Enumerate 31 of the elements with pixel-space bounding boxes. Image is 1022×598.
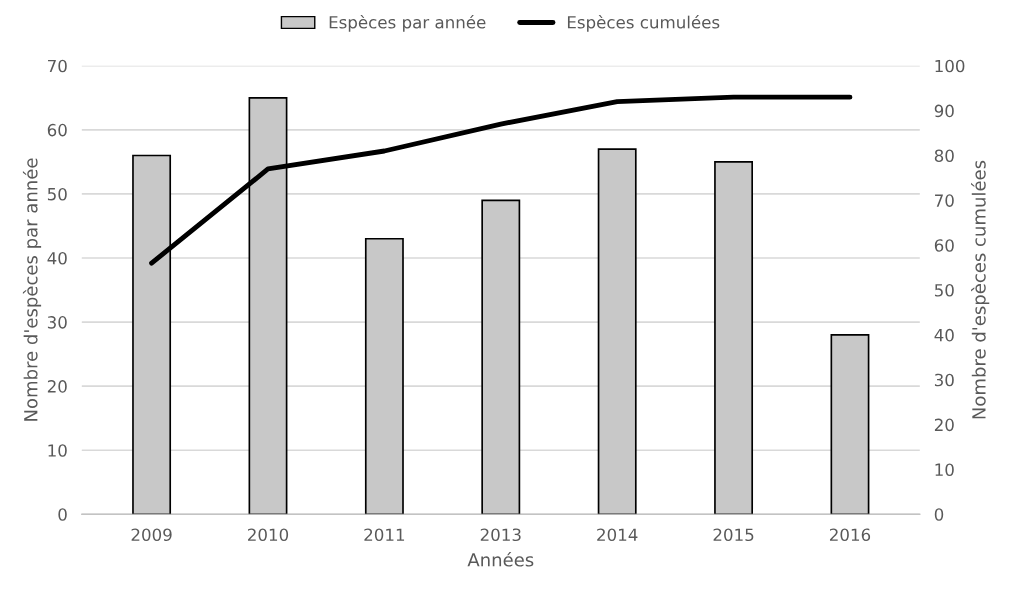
y-tick-label: 50 bbox=[47, 187, 67, 201]
y2-tick-label: 100 bbox=[935, 59, 965, 73]
y-tick-label: 40 bbox=[47, 251, 67, 265]
y2-tick-label: 70 bbox=[935, 194, 954, 207]
y-tick-label: 60 bbox=[47, 123, 67, 137]
y-axis-title: Nombre d'espèces par année bbox=[22, 158, 42, 421]
y2-tick-label: 60 bbox=[934, 239, 954, 252]
y2-tick-label: 30 bbox=[934, 373, 954, 387]
x-tick-label: 2011 bbox=[364, 528, 405, 542]
x-axis-title: Années bbox=[467, 551, 534, 567]
x-tick-label: 2015 bbox=[713, 528, 754, 542]
y-tick-label: 10 bbox=[48, 444, 67, 457]
y2-axis-title: Nombre d'espèces cumulées bbox=[971, 160, 990, 419]
y-tick-label: 0 bbox=[58, 508, 67, 521]
y2-tick-label: 80 bbox=[934, 149, 954, 163]
y2-tick-label: 10 bbox=[935, 463, 954, 476]
x-tick-label: 2016 bbox=[829, 528, 871, 542]
y2-tick-label: 20 bbox=[934, 418, 954, 432]
y-tick-label: 70 bbox=[48, 59, 67, 73]
x-tick-label: 2010 bbox=[248, 528, 289, 542]
legend-label: Espèces par année bbox=[329, 15, 486, 32]
y2-tick-label: 0 bbox=[934, 508, 944, 521]
y-tick-label: 20 bbox=[47, 380, 67, 393]
y2-tick-label: 50 bbox=[934, 283, 954, 297]
y2-tick-label: 40 bbox=[934, 328, 954, 342]
y2-tick-label: 90 bbox=[934, 104, 954, 118]
x-tick-label: 2014 bbox=[597, 528, 638, 542]
y-tick-label: 30 bbox=[47, 316, 67, 329]
x-tick-label: 2013 bbox=[480, 528, 521, 542]
legend-label: Espèces cumulées bbox=[567, 15, 720, 32]
x-tick-label: 2009 bbox=[131, 528, 172, 542]
